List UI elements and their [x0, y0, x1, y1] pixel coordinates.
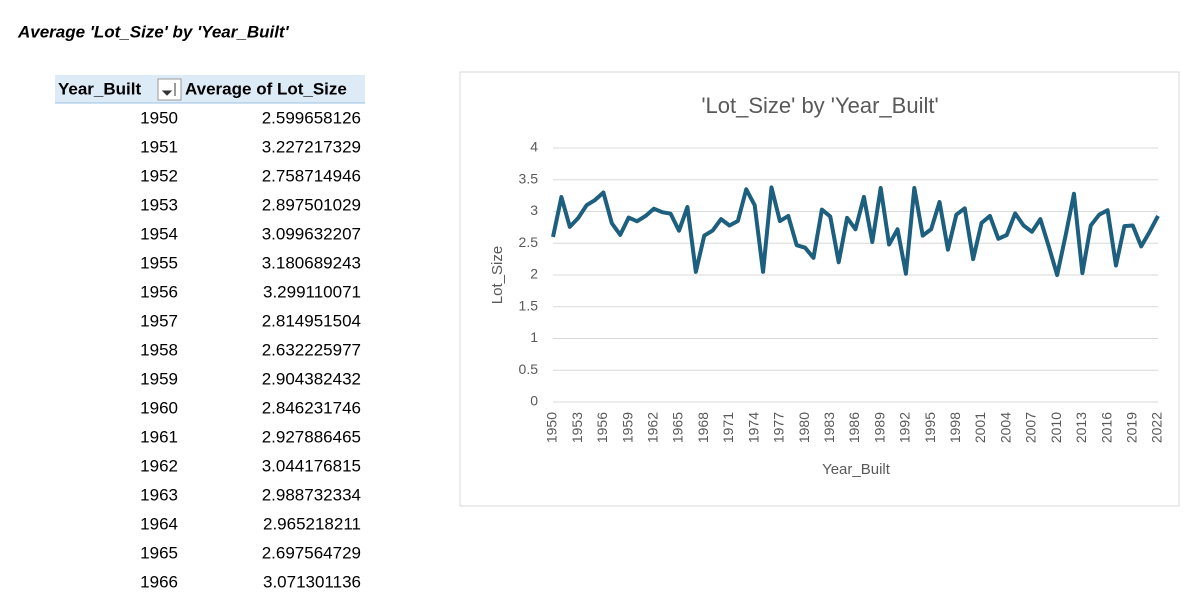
- value-cell: 2.927886465: [262, 427, 361, 446]
- plot: 0 0.5 1 1.5 2 2.5 3 3.5 4 1950 1953 1956 1959 1962 196…: [519, 139, 1165, 443]
- table-header-bg: [55, 75, 365, 103]
- y-axis-title: Lot_Size: [489, 246, 506, 304]
- x-tick-label: 1971: [720, 412, 736, 443]
- x-tick-label: 1968: [695, 412, 711, 443]
- x-tick-label: 1980: [796, 412, 812, 443]
- value-cell: 2.988732334: [262, 485, 361, 504]
- year-cell: 1950: [140, 108, 178, 127]
- year-cell: 1955: [140, 253, 178, 272]
- x-tick-label: 1965: [670, 412, 686, 443]
- x-tick-label: 2010: [1048, 412, 1064, 443]
- y-tick-label: 4: [530, 139, 538, 155]
- table-header: Year_Built: [58, 79, 141, 98]
- x-tick-label: 2022: [1149, 412, 1165, 443]
- value-cell: 3.299110071: [263, 282, 361, 301]
- sort-button[interactable]: [157, 78, 182, 101]
- value-cell: 2.758714946: [262, 166, 361, 185]
- year-cell: 1966: [140, 572, 178, 591]
- x-tick-label: 2016: [1098, 412, 1114, 443]
- value-cell: 2.814951504: [262, 311, 361, 330]
- x-tick-label: 1983: [821, 412, 837, 443]
- x-tick-label: 2001: [972, 412, 988, 443]
- x-tick-label: 2013: [1073, 412, 1089, 443]
- table-header: Average of Lot_Size: [185, 79, 347, 98]
- year-cell: 1959: [140, 369, 178, 388]
- y-tick-label: 2.5: [519, 234, 539, 250]
- y-tick-label: 3: [530, 202, 538, 218]
- value-cell: 3.071301136: [263, 572, 361, 591]
- value-cell: 2.904382432: [262, 369, 361, 388]
- value-cell: 2.599658126: [262, 108, 361, 127]
- x-tick-label: 1998: [947, 412, 963, 443]
- x-tick-label: 1992: [897, 412, 913, 443]
- x-tick-label: 1989: [871, 412, 887, 443]
- year-cell: 1958: [140, 340, 178, 359]
- year-cell: 1964: [140, 514, 178, 533]
- chart-area[interactable]: [459, 71, 1180, 507]
- x-tick-label: 1974: [745, 412, 761, 443]
- x-tick-label: 1986: [846, 412, 862, 443]
- sheet-title: Average 'Lot_Size' by 'Year_Built': [17, 22, 290, 41]
- value-cell: 2.697564729: [262, 543, 361, 562]
- y-tick-label: 0.5: [519, 361, 539, 377]
- value-cell: 2.632225977: [262, 340, 361, 359]
- sort-icon: [161, 83, 176, 96]
- x-tick-label: 1959: [619, 412, 635, 443]
- table-body: 1950 2.599658126 1951 3.227217329 1952 2.7587…: [140, 108, 361, 591]
- chart-title: 'Lot_Size' by 'Year_Built': [701, 93, 938, 118]
- year-cell: 1957: [140, 311, 178, 330]
- x-tick-label: 1995: [922, 412, 938, 443]
- year-cell: 1954: [140, 224, 178, 243]
- x-axis-title: Year_Built: [822, 461, 891, 478]
- year-cell: 1956: [140, 282, 178, 301]
- value-cell: 2.897501029: [262, 195, 361, 214]
- year-cell: 1953: [140, 195, 178, 214]
- value-cell: 3.044176815: [262, 456, 361, 475]
- x-tick-label: 1953: [569, 412, 585, 443]
- value-cell: 3.180689243: [262, 253, 361, 272]
- y-tick-label: 1.5: [519, 297, 539, 313]
- x-tick-label: 2007: [1023, 412, 1039, 443]
- x-tick-label: 1950: [544, 412, 560, 443]
- year-cell: 1952: [140, 166, 178, 185]
- data-line: [551, 185, 1160, 277]
- value-cell: 2.965218211: [263, 514, 361, 533]
- x-tick-label: 1977: [771, 412, 787, 443]
- x-tick-label: 2019: [1123, 412, 1139, 443]
- year-cell: 1951: [140, 137, 178, 156]
- y-tick-label: 3.5: [519, 170, 539, 186]
- value-cell: 3.227217329: [262, 137, 361, 156]
- year-cell: 1963: [140, 485, 178, 504]
- y-tick-label: 1: [530, 329, 538, 345]
- y-tick-label: 0: [530, 393, 538, 409]
- value-cell: 3.099632207: [262, 224, 361, 243]
- x-tick-label: 2004: [997, 412, 1013, 443]
- x-tick-label: 1956: [594, 412, 610, 443]
- year-cell: 1961: [140, 427, 178, 446]
- value-cell: 2.846231746: [262, 398, 361, 417]
- x-tick-label: 1962: [645, 412, 661, 443]
- year-cell: 1962: [140, 456, 178, 475]
- year-cell: 1965: [140, 543, 178, 562]
- y-tick-label: 2: [530, 266, 538, 282]
- year-cell: 1960: [140, 398, 178, 417]
